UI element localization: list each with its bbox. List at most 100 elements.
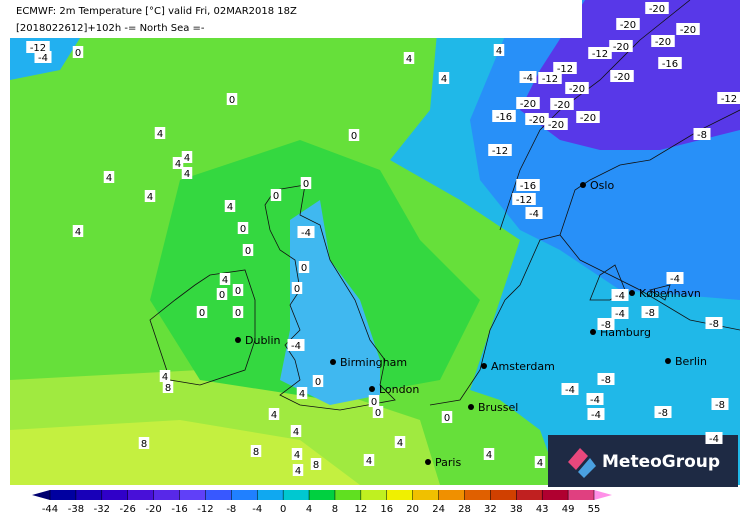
temp-label-box — [512, 193, 536, 205]
temp-label-box — [290, 425, 302, 437]
city-dot — [665, 358, 671, 364]
colorbar-tick-label: 38 — [510, 504, 523, 515]
temp-label: 0 — [199, 308, 205, 319]
temp-label-box — [72, 46, 84, 58]
temp-label: -4 — [291, 341, 301, 352]
temp-label-box — [516, 97, 540, 109]
temp-label: 4 — [299, 389, 305, 400]
temp-label: -4 — [523, 73, 533, 84]
temp-label: -4 — [615, 291, 625, 302]
temp-label: -4 — [565, 385, 575, 396]
city-label: Amsterdam — [491, 360, 555, 373]
city-label: Oslo — [590, 179, 614, 192]
colorbar-swatch — [542, 490, 569, 500]
temp-label-box — [483, 448, 495, 460]
temp-label: -16 — [662, 59, 678, 70]
temp-label: -12 — [542, 74, 558, 85]
city-label: London — [379, 383, 419, 396]
temp-label-box — [287, 339, 305, 351]
temp-label-box — [516, 179, 540, 191]
city-dot — [330, 359, 336, 365]
temp-label-box — [610, 70, 634, 82]
colorbar-swatch — [283, 490, 310, 500]
colorbar-tick-label: -4 — [252, 504, 262, 515]
temp-label-box — [705, 317, 723, 329]
temp-label: -20 — [580, 113, 596, 124]
temp-label-box — [26, 41, 50, 53]
temp-label: -4 — [529, 209, 539, 220]
city-label: København — [639, 287, 701, 300]
colorbar-swatch — [309, 490, 336, 500]
temp-label-box — [297, 226, 315, 238]
temp-label: 4 — [293, 427, 299, 438]
city-label: Brussel — [478, 401, 518, 414]
temp-label: 4 — [106, 173, 112, 184]
temp-label-box — [611, 289, 629, 301]
temp-label-box — [576, 111, 600, 123]
temp-label-box — [291, 448, 303, 460]
temp-label: -4 — [301, 228, 311, 239]
temp-label-box — [181, 151, 193, 163]
temp-label-box — [154, 127, 166, 139]
temp-label: -16 — [496, 112, 512, 123]
temp-label-box — [717, 92, 740, 104]
coastline — [149, 269, 256, 386]
colorbar-tick-label: 0 — [280, 504, 286, 515]
temp-label: 0 — [235, 286, 241, 297]
colorbar-tick-label: -12 — [197, 504, 213, 515]
temp-label: -8 — [697, 130, 707, 141]
temp-label-box — [232, 284, 244, 296]
colorbar-swatch — [412, 490, 440, 500]
city-dot — [590, 329, 596, 335]
temp-label-box — [544, 118, 568, 130]
header-line: ECMWF: 2m Temperature [°C] valid Fri, 02… — [16, 6, 297, 17]
temp-label-box — [226, 93, 238, 105]
temp-label-box — [363, 454, 375, 466]
city-label: Birmingham — [340, 356, 407, 369]
temp-label: 4 — [441, 74, 447, 85]
temp-label-box — [237, 222, 249, 234]
temp-label-box — [224, 200, 236, 212]
temp-label-box — [372, 406, 384, 418]
temp-label: 4 — [162, 372, 168, 383]
city-dot — [369, 386, 375, 392]
temp-label: -12 — [592, 49, 608, 60]
city-dot — [468, 404, 474, 410]
temp-label-box — [250, 445, 262, 457]
temp-label: 0 — [294, 284, 300, 295]
temp-label: -20 — [649, 4, 665, 15]
temp-label-box — [586, 393, 604, 405]
colorbar-swatch — [127, 490, 155, 500]
colorbar-swatch — [438, 490, 465, 500]
temp-label: -8 — [709, 319, 719, 330]
colorbar-swatch — [516, 490, 543, 500]
colorbar-tick-label: 49 — [562, 504, 575, 515]
temp-label: 4 — [366, 456, 372, 467]
temp-label-box — [519, 71, 537, 83]
colorbar-swatch — [568, 490, 595, 500]
city-dot — [580, 182, 586, 188]
temp-label: -20 — [569, 84, 585, 95]
temp-label: 0 — [303, 179, 309, 190]
header-box — [10, 0, 582, 38]
temp-label-box — [103, 171, 115, 183]
temp-label-box — [705, 432, 723, 444]
colorbar-tick-label: 8 — [332, 504, 338, 515]
temp-label: -20 — [655, 37, 671, 48]
city-label: Paris — [435, 456, 461, 469]
temp-label-box — [181, 167, 193, 179]
temp-label-box — [588, 47, 612, 59]
temp-label: -4 — [670, 274, 680, 285]
city-dot — [425, 459, 431, 465]
temp-label-box — [611, 307, 629, 319]
temp-label-box — [368, 395, 380, 407]
colorbar-tick-label: 32 — [484, 504, 497, 515]
temp-label-box — [488, 144, 512, 156]
temp-label: -8 — [601, 320, 611, 331]
temp-label-box — [300, 177, 312, 189]
temp-label: 4 — [222, 275, 228, 286]
colorbar-tick-label: -26 — [120, 504, 136, 515]
temp-label: 0 — [235, 308, 241, 319]
temp-label: 4 — [294, 450, 300, 461]
